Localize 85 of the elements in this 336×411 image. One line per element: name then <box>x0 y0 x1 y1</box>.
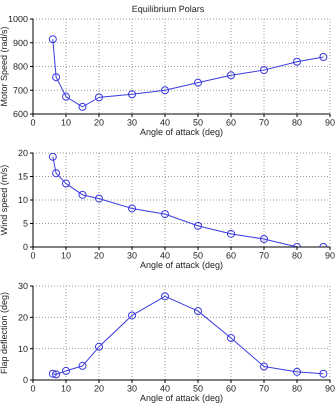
x-tick-label: 0 <box>30 250 36 260</box>
x-tick-label: 80 <box>292 117 302 128</box>
x-axis-title: Angle of attack (deg) <box>140 260 224 270</box>
y-tick-label: 0 <box>22 375 28 386</box>
point <box>194 222 202 230</box>
x-tick-label: 10 <box>60 250 72 260</box>
point <box>48 35 57 44</box>
point <box>227 71 235 80</box>
x-tick-label: 60 <box>226 250 236 260</box>
point <box>62 180 70 188</box>
y-tick-label: 5 <box>22 218 28 229</box>
point <box>260 362 268 371</box>
point <box>128 90 136 98</box>
point <box>260 235 268 244</box>
point <box>78 102 86 111</box>
x-tick-label: 0 <box>30 117 36 128</box>
point <box>128 311 136 320</box>
x-tick-label: 30 <box>126 117 138 128</box>
point <box>161 86 169 94</box>
point <box>78 362 86 370</box>
y-tick-label: 0 <box>22 242 28 252</box>
point <box>319 53 328 61</box>
x-tick-label: 70 <box>258 383 270 394</box>
x-tick-label: 60 <box>226 117 236 128</box>
x-axis-title: Angle of attack (deg) <box>140 393 224 403</box>
point <box>95 194 103 203</box>
point <box>62 92 70 101</box>
x-tick-label: 40 <box>160 117 170 128</box>
point <box>52 73 60 82</box>
point <box>319 370 328 378</box>
x-tick-label: 20 <box>94 117 104 128</box>
y-tick-label: 20 <box>18 312 28 323</box>
x-tick-label: 20 <box>94 250 104 260</box>
x-tick-label: 90 <box>324 117 336 128</box>
point <box>52 169 60 178</box>
y-tick-label: 20 <box>18 148 28 158</box>
point <box>128 204 136 212</box>
point <box>95 93 103 102</box>
x-tick-label: 70 <box>258 250 270 260</box>
x-tick-label: 50 <box>192 117 204 128</box>
x-tick-label: 50 <box>192 250 204 260</box>
y-tick-label: 600 <box>12 109 28 120</box>
point <box>194 78 202 87</box>
x-tick-label: 70 <box>258 117 270 128</box>
x-tick-label: 50 <box>192 383 204 394</box>
point <box>48 153 57 161</box>
y-tick-label: 10 <box>18 195 28 206</box>
x-tick-label: 90 <box>324 250 336 260</box>
point <box>62 366 70 375</box>
point <box>227 230 235 238</box>
y-tick-label: 700 <box>12 85 28 96</box>
y-tick-label: 30 <box>18 281 28 292</box>
y-tick-label: 10 <box>18 344 28 354</box>
x-tick-label: 60 <box>226 383 236 394</box>
point <box>48 370 57 378</box>
point <box>227 334 235 342</box>
x-tick-label: 30 <box>126 383 138 394</box>
y-tick-label: 900 <box>12 38 28 48</box>
x-tick-label: 20 <box>94 383 104 394</box>
x-tick-label: 30 <box>126 250 138 260</box>
x-tick-label: 10 <box>60 117 72 128</box>
x-tick-label: 90 <box>324 383 336 394</box>
y-axis-title: Motor Speed (rad/s) <box>0 26 10 107</box>
point <box>161 292 169 300</box>
x-tick-label: 80 <box>292 250 302 260</box>
y-axis-title: Wind speed (m/s) <box>0 164 10 236</box>
y-tick-label: 15 <box>18 172 28 182</box>
chart-title: Equilibrium Polars <box>130 3 206 16</box>
y-axis-title: Flap deflection (deg) <box>0 292 10 374</box>
point <box>161 210 169 218</box>
x-tick-label: 40 <box>160 250 170 260</box>
y-tick-label: 1000 <box>8 14 28 24</box>
point <box>260 66 268 74</box>
x-axis-title: Angle of attack (deg) <box>140 127 224 137</box>
point <box>52 370 60 378</box>
x-tick-label: 40 <box>160 383 170 394</box>
y-tick-label: 800 <box>12 62 28 72</box>
point <box>293 58 301 66</box>
x-tick-label: 0 <box>30 383 36 394</box>
point <box>95 342 103 351</box>
point <box>293 368 301 376</box>
point <box>194 307 202 316</box>
x-tick-label: 80 <box>292 383 302 394</box>
point <box>78 190 86 199</box>
x-tick-label: 10 <box>60 383 72 394</box>
